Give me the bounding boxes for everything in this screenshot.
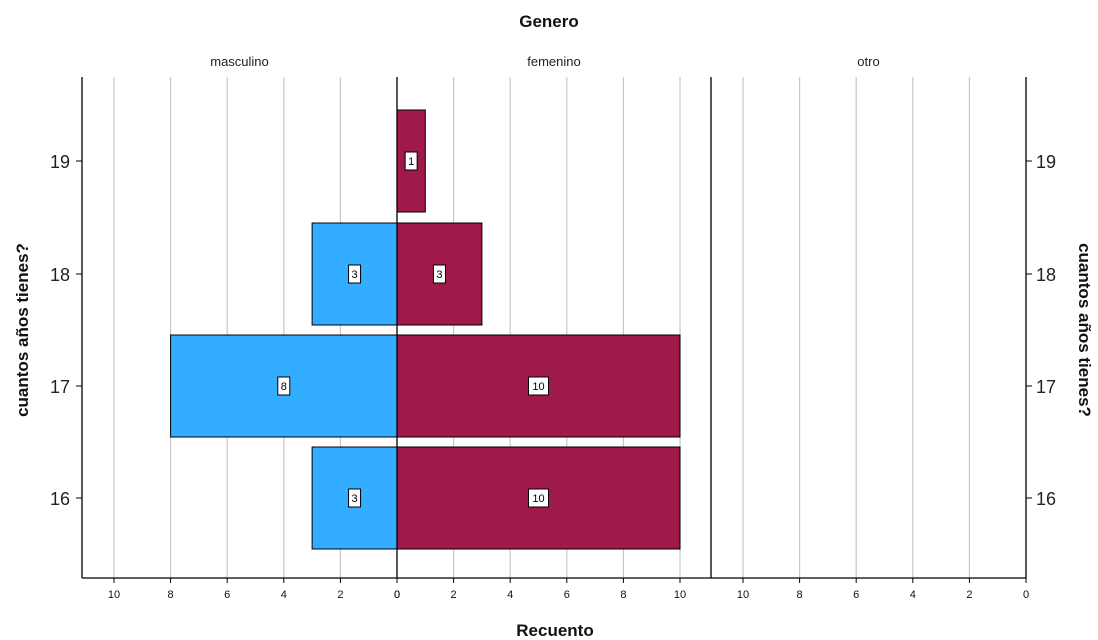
tick-label-femenino-0: 0 xyxy=(394,589,400,601)
y-label-right-16: 16 xyxy=(1036,489,1056,509)
tick-label-otro-4: 4 xyxy=(910,589,916,601)
y-label-right-17: 17 xyxy=(1036,377,1056,397)
tick-label-masculino-8: 8 xyxy=(168,589,174,601)
y-label-right-19: 19 xyxy=(1036,152,1056,172)
data-label-box-masculino-16 xyxy=(348,488,362,508)
tick-label-masculino-4: 4 xyxy=(281,589,287,601)
y-label-left-17: 17 xyxy=(50,377,70,397)
tick-label-masculino-0: 0 xyxy=(394,589,400,601)
data-label-box-femenino-17 xyxy=(528,376,549,396)
data-label-masculino-18: 3 xyxy=(351,269,357,281)
tick-label-otro-6: 6 xyxy=(853,589,859,601)
chart-title: Genero xyxy=(519,12,579,31)
tick-label-femenino-4: 4 xyxy=(507,589,513,601)
data-label-masculino-17: 8 xyxy=(281,381,287,393)
y-label-right-18: 18 xyxy=(1036,265,1056,285)
tick-label-femenino-10: 10 xyxy=(674,589,686,601)
data-label-femenino-16: 10 xyxy=(532,493,544,505)
tick-label-masculino-10: 10 xyxy=(108,589,120,601)
data-label-box-femenino-16 xyxy=(528,488,549,508)
bar-femenino-19 xyxy=(396,109,426,213)
data-label-masculino-16: 3 xyxy=(351,493,357,505)
data-label-femenino-17: 10 xyxy=(532,381,544,393)
tick-label-femenino-8: 8 xyxy=(620,589,626,601)
panel-label-otro: otro xyxy=(857,54,879,69)
bars xyxy=(170,109,681,550)
y-axis-title-left: cuantos años tienes? xyxy=(13,243,32,417)
tick-label-masculino-2: 2 xyxy=(337,589,343,601)
data-label-femenino-18: 3 xyxy=(436,269,442,281)
data-label-box-masculino-17 xyxy=(277,376,291,396)
y-label-left-16: 16 xyxy=(50,489,70,509)
data-label-box-masculino-18 xyxy=(348,264,362,284)
data-label-femenino-19: 1 xyxy=(408,156,414,168)
tick-label-femenino-6: 6 xyxy=(564,589,570,601)
y-label-left-18: 18 xyxy=(50,265,70,285)
y-axis-title-right: cuantos años tienes? xyxy=(1075,243,1094,417)
axes: 10 8 6 4 2 00 2 4 6 8 10 10 8 6 4 2 0 xyxy=(76,77,1032,601)
data-label-box-femenino-18 xyxy=(432,264,446,284)
tick-label-masculino-6: 6 xyxy=(224,589,230,601)
panel-label-masculino: masculino xyxy=(210,54,269,69)
labels: masculino femenino otro 3 8 3 10 10 3 1 16 16 17 17 18… xyxy=(50,54,1056,509)
panel-label-femenino: femenino xyxy=(527,54,580,69)
gridlines xyxy=(113,77,971,578)
x-axis-title: Recuento xyxy=(516,621,593,640)
tick-label-femenino-2: 2 xyxy=(451,589,457,601)
tick-label-otro-10: 10 xyxy=(737,589,749,601)
tick-label-otro-8: 8 xyxy=(797,589,803,601)
tick-label-otro-2: 2 xyxy=(966,589,972,601)
y-label-left-19: 19 xyxy=(50,152,70,172)
tick-label-otro-0: 0 xyxy=(1023,589,1029,601)
data-label-box-femenino-19 xyxy=(404,151,418,171)
